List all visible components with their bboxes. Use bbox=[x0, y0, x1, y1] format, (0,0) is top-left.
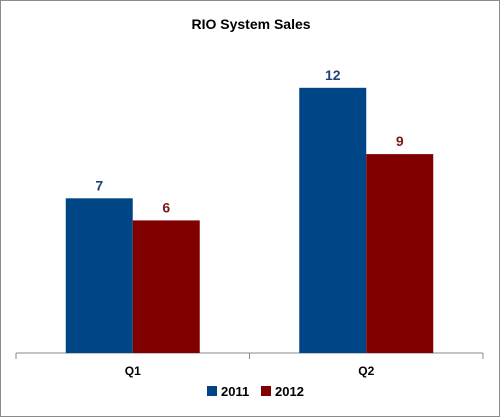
data-label-q2-2012: 9 bbox=[396, 133, 404, 149]
plot-area: 7 6 Q1 12 9 Q2 bbox=[15, 67, 484, 378]
bar-q2-2011 bbox=[299, 87, 367, 354]
legend-swatch-2012 bbox=[261, 386, 271, 396]
legend: 2011 2012 bbox=[207, 384, 304, 399]
legend-swatch-2011 bbox=[207, 386, 217, 396]
legend-label-2011: 2011 bbox=[221, 384, 249, 399]
data-label-q1-2012: 6 bbox=[162, 199, 170, 215]
x-tick-label-q1: Q1 bbox=[125, 364, 141, 378]
bar-q1-2012 bbox=[132, 220, 200, 353]
bar-q2-2012 bbox=[366, 154, 434, 353]
bar-q1-2011 bbox=[65, 198, 133, 353]
x-tick-label-q2: Q2 bbox=[358, 364, 374, 378]
data-label-q2-2011: 12 bbox=[325, 67, 341, 83]
data-label-q1-2011: 7 bbox=[95, 177, 103, 193]
legend-label-2012: 2012 bbox=[275, 384, 304, 399]
chart-title: RIO System Sales bbox=[191, 16, 310, 32]
